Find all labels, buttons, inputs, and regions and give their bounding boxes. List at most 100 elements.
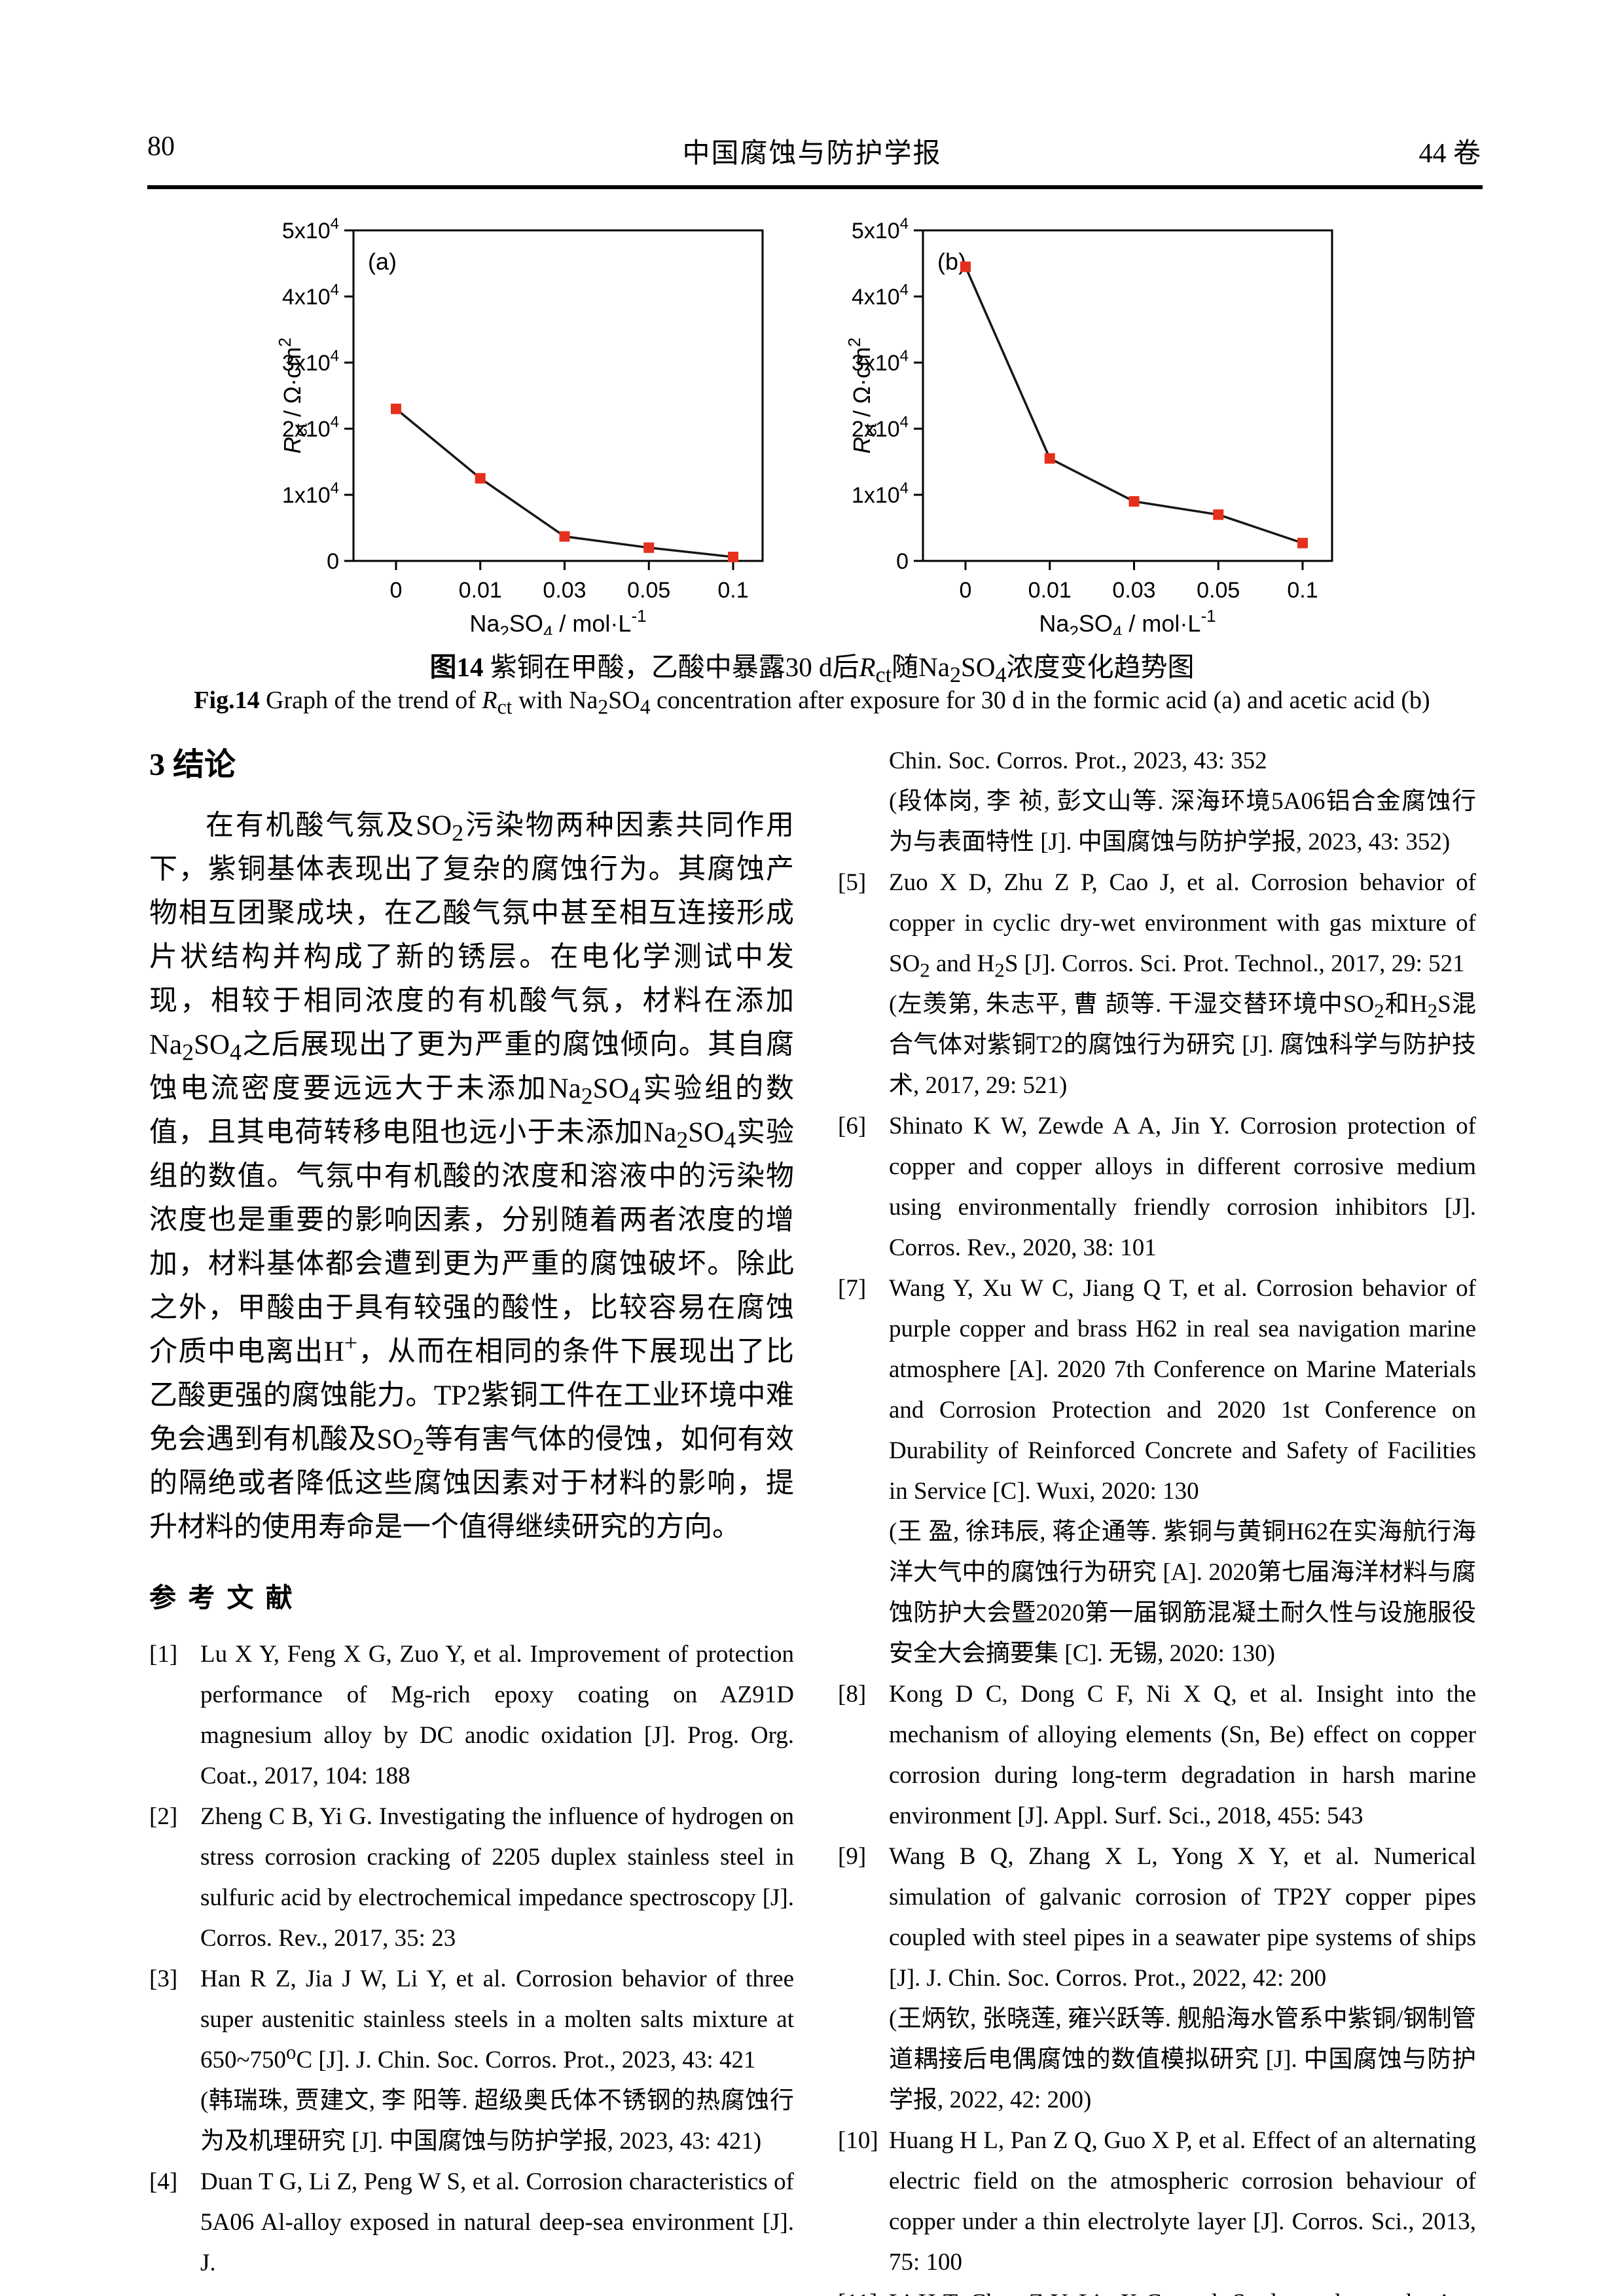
reference-number: [7] — [838, 1275, 867, 1302]
panel-label: (a) — [368, 248, 397, 275]
figure-caption-en: Fig.14 Graph of the trend of Rct with Na… — [0, 686, 1624, 719]
reference-item: [1] Lu X Y, Feng X G, Zuo Y, et al. Impr… — [149, 1634, 794, 1797]
reference-text: Kong D C, Dong C F, Ni X Q, et al. Insig… — [889, 1681, 1476, 1829]
x-tick-label: 0.01 — [1028, 578, 1072, 603]
svg-text:Rct / Ω·cm2: Rct / Ω·cm2 — [848, 338, 880, 454]
x-tick-label: 0 — [390, 578, 403, 603]
references-heading: 参 考 文 献 — [149, 1583, 295, 1613]
y-tick-label: 3x104 — [282, 348, 339, 376]
reference-item: [6] Shinato K W, Zewde A A, Jin Y. Corro… — [838, 1106, 1476, 1268]
reference-item: [3] Han R Z, Jia J W, Li Y, et al. Corro… — [149, 1959, 794, 2162]
reference-item: [2] Zheng C B, Yi G. Investigating the i… — [149, 1797, 794, 1959]
reference-item: [4] Duan T G, Li Z, Peng W S, et al. Cor… — [149, 2162, 794, 2284]
chart-panel-a: 0 1x104 2x104 3x104 4x104 5x104 0 0.01 0.03 0.05 0… — [278, 211, 782, 635]
y-tick-label: 4x104 — [852, 281, 909, 310]
y-tick-label: 5x104 — [852, 215, 909, 243]
chart-a-svg: 0 1x104 2x104 3x104 4x104 5x104 0 0.01 0.03 0.05 0… — [278, 215, 764, 635]
x-tick-label: 0.01 — [459, 578, 502, 603]
reference-number: [1] — [149, 1641, 178, 1668]
y-tick-label: 1x104 — [852, 480, 909, 508]
data-point-marker — [391, 403, 401, 414]
reference-text: Li H T, Chen Z Y, Liu X C, et al. Study … — [889, 2283, 1476, 2296]
axes: 0 1x104 2x104 3x104 4x104 5x104 0 0.01 0.03 0.05 0… — [848, 215, 1333, 635]
x-tick-label: 0 — [960, 578, 972, 603]
data-point-marker — [960, 261, 971, 272]
reference-item: [11] Li H T, Chen Z Y, Liu X C, et al. S… — [838, 2283, 1476, 2296]
left-column: 3 结论 在有机酸气氛及SO2污染物两种因素共同作用下，紫铜基体表现出了复杂的腐… — [149, 738, 794, 2284]
reference-text: Wang B Q, Zhang X L, Yong X Y, et al. Nu… — [889, 1843, 1476, 1992]
x-tick-label: 0.1 — [717, 578, 748, 603]
reference-item: [7] Wang Y, Xu W C, Jiang Q T, et al. Co… — [838, 1268, 1476, 1674]
reference-item: [10] Huang H L, Pan Z Q, Guo X P, et al.… — [838, 2121, 1476, 2283]
figure-caption-zh: 图14 紫铜在甲酸，乙酸中暴露30 d后Rct随Na2SO4浓度变化趋势图 — [0, 645, 1624, 688]
reference-number: [9] — [838, 1843, 867, 1870]
x-tick-label: 0.03 — [543, 578, 586, 603]
y-tick-label: 4x104 — [282, 281, 339, 310]
data-point-marker — [475, 473, 486, 484]
reference-number: [10] — [838, 2127, 878, 2154]
x-tick-label: 0.05 — [1197, 578, 1240, 603]
reference-text: Han R Z, Jia J W, Li Y, et al. Corrosion… — [200, 1965, 794, 2073]
figure-caption-zh-text: 紫铜在甲酸，乙酸中暴露30 d后Rct随Na2SO4浓度变化趋势图 — [490, 652, 1195, 688]
reference-list-left: [1] Lu X Y, Feng X G, Zuo Y, et al. Impr… — [149, 1634, 794, 2284]
reference-translation: (左羡第, 朱志平, 曹 颉等. 干湿交替环境中SO2和H2S混合气体对紫铜T2… — [889, 991, 1476, 1099]
reference-text: Lu X Y, Feng X G, Zuo Y, et al. Improvem… — [200, 1641, 794, 1789]
right-column: Chin. Soc. Corros. Prot., 2023, 43: 352 … — [838, 741, 1476, 2296]
chart-b-svg: 0 1x104 2x104 3x104 4x104 5x104 0 0.01 0.03 0.05 0… — [848, 215, 1333, 635]
y-axis-title: Rct / Ω·cm2 — [278, 338, 310, 454]
x-axis-title: Na2SO4 / mol·L-1 — [469, 606, 646, 635]
reference-translation: (韩瑞珠, 贾建文, 李 阳等. 超级奥氏体不锈钢的热腐蚀行为及机理研究 [J]… — [200, 2087, 794, 2155]
reference-number: [5] — [838, 869, 867, 896]
reference-text: Duan T G, Li Z, Peng W S, et al. Corrosi… — [200, 2168, 794, 2276]
chart-panel-b: 0 1x104 2x104 3x104 4x104 5x104 0 0.01 0.03 0.05 0… — [848, 211, 1352, 635]
reference-number: [11] — [838, 2283, 877, 2296]
reference-number: [6] — [838, 1113, 867, 1139]
reference-item: [9] Wang B Q, Zhang X L, Yong X Y, et al… — [838, 1837, 1476, 2121]
y-tick-label: 1x104 — [282, 480, 339, 508]
y-axis-title: Rct / Ω·cm2 — [848, 338, 880, 454]
header-volume: 44 卷 — [1418, 139, 1481, 169]
y-tick-label: 3x104 — [852, 348, 909, 376]
reference-translation: (王 盈, 徐玮辰, 蒋企通等. 紫铜与黄铜H62在实海航行海洋大气中的腐蚀行为… — [889, 1518, 1476, 1667]
reference-translation: (王炳钦, 张晓莲, 雍兴跃等. 舰船海水管系中紫铜/钢制管道耦接后电偶腐蚀的数… — [889, 2005, 1476, 2113]
reference-number: [3] — [149, 1965, 178, 1992]
y-tick-label: 2x104 — [282, 414, 339, 442]
x-tick-label: 0.05 — [627, 578, 670, 603]
reference-text: Wang Y, Xu W C, Jiang Q T, et al. Corros… — [889, 1275, 1476, 1505]
reference-item: [8] Kong D C, Dong C F, Ni X Q, et al. I… — [838, 1674, 1476, 1837]
reference-number: [2] — [149, 1803, 178, 1830]
y-tick-label: 0 — [327, 549, 339, 574]
figure-caption-zh-label: 图14 — [429, 652, 484, 682]
x-tick-label: 0.03 — [1112, 578, 1155, 603]
data-point-marker — [1044, 453, 1055, 464]
header-journal-title: 中国腐蚀与防护学报 — [682, 139, 942, 169]
reference-text: Zuo X D, Zhu Z P, Cao J, et al. Corrosio… — [889, 869, 1476, 982]
y-tick-label: 2x104 — [852, 414, 909, 442]
reference-item: [5] Zuo X D, Zhu Z P, Cao J, et al. Corr… — [838, 863, 1476, 1106]
data-point-marker — [728, 551, 738, 562]
reference-4-continuation: Chin. Soc. Corros. Prot., 2023, 43: 352 … — [838, 741, 1476, 863]
y-tick-label: 5x104 — [282, 215, 339, 243]
x-axis-title: Na2SO4 / mol·L-1 — [1039, 606, 1216, 635]
reference-text: Shinato K W, Zewde A A, Jin Y. Corrosion… — [889, 1113, 1476, 1261]
reference-number: [4] — [149, 2168, 178, 2195]
x-tick-label: 0.1 — [1287, 578, 1318, 603]
svg-text:Rct / Ω·cm2: Rct / Ω·cm2 — [278, 338, 310, 454]
reference-text: Zheng C B, Yi G. Investigating the influ… — [200, 1803, 794, 1952]
reference-continuation-text: Chin. Soc. Corros. Prot., 2023, 43: 352 — [889, 747, 1267, 774]
figure-caption-en-label: Fig.14 — [194, 687, 260, 714]
figure-caption-en-text: Graph of the trend of Rct with Na2SO4 co… — [266, 687, 1430, 719]
axes: 0 1x104 2x104 3x104 4x104 5x104 0 0.01 0.03 0.05 0… — [278, 215, 764, 635]
header-rule — [147, 185, 1483, 189]
header-page-number: 80 — [147, 132, 175, 162]
reference-continuation-translation: (段体岗, 李 祯, 彭文山等. 深海环境5A06铝合金腐蚀行为与表面特性 [J… — [889, 788, 1476, 855]
data-point-marker — [1213, 509, 1224, 520]
data-point-marker — [1297, 537, 1308, 548]
reference-text: Huang H L, Pan Z Q, Guo X P, et al. Effe… — [889, 2127, 1476, 2276]
y-tick-label: 0 — [896, 549, 909, 574]
data-point-marker — [1128, 496, 1140, 507]
conclusion-heading: 3 结论 — [149, 747, 236, 782]
reference-list-right: [5] Zuo X D, Zhu Z P, Cao J, et al. Corr… — [838, 863, 1476, 2296]
data-point-marker — [559, 531, 570, 542]
